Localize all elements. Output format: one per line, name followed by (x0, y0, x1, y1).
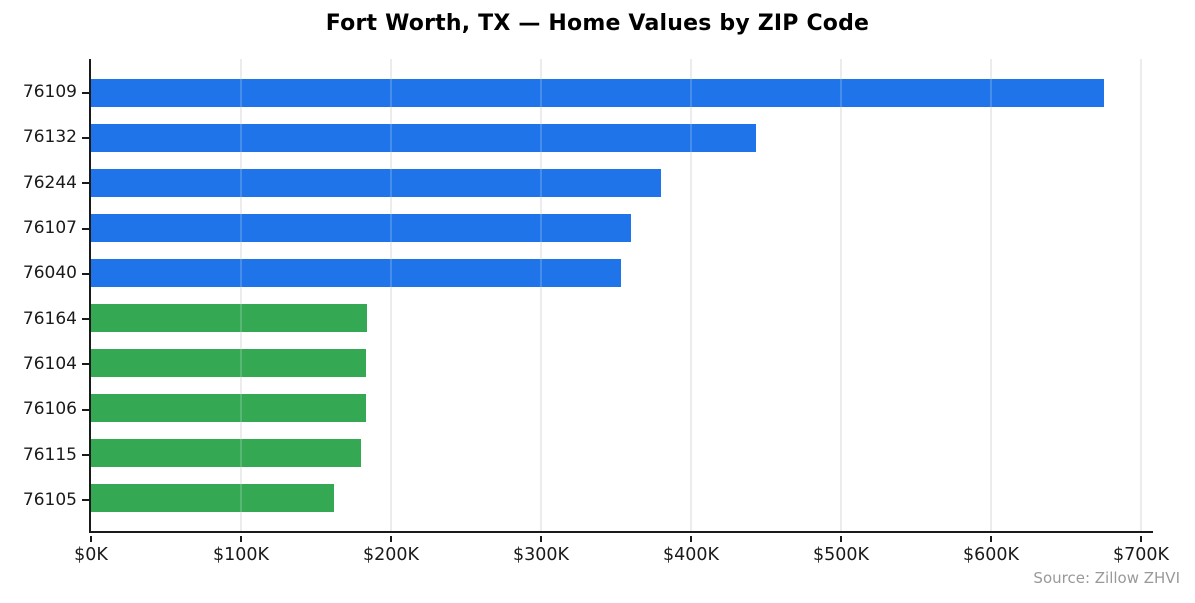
bar-76107 (91, 213, 631, 242)
ylabel-row-76132: 76132 (0, 115, 89, 160)
y-tick-mark (82, 272, 89, 275)
bar-row-76115 (91, 431, 1153, 476)
bar-row-76244 (91, 160, 1153, 205)
x-tick-label-600k: $600K (962, 545, 1020, 565)
y-tick-mark (82, 182, 89, 185)
x-tick-label-100k: $100K (212, 545, 270, 565)
gridline-300k (540, 59, 542, 531)
ylabel-76109: 76109 (22, 82, 77, 103)
x-tick-label-700k: $700K (1112, 545, 1170, 565)
ylabel-76244: 76244 (22, 172, 77, 193)
bar-series (91, 59, 1153, 531)
plot-area (89, 59, 1153, 533)
gridlines-under (91, 59, 1153, 531)
ylabel-76115: 76115 (22, 444, 77, 465)
y-tick-mark (82, 363, 89, 366)
x-tick-mark-200k (390, 536, 392, 542)
ylabel-76132: 76132 (22, 127, 77, 148)
gridline-600k (990, 59, 992, 531)
y-axis-labels: 76109 76132 76244 76107 76040 76164 76104 76106… (0, 59, 89, 533)
x-tick-mark-500k (840, 536, 842, 542)
bar-76105 (91, 484, 334, 513)
x-tick-mark-0k (90, 536, 92, 542)
ylabel-76040: 76040 (22, 263, 77, 284)
gridline-500k (840, 59, 842, 531)
ylabel-row-76164: 76164 (0, 296, 89, 341)
gridline-600k (990, 59, 992, 531)
x-tick-mark-600k (990, 536, 992, 542)
ylabel-row-76115: 76115 (0, 432, 89, 477)
y-tick-mark (82, 454, 89, 457)
y-tick-mark (82, 408, 89, 411)
y-tick-mark (82, 91, 89, 94)
ylabel-row-76107: 76107 (0, 206, 89, 251)
x-tick-mark-700k (1140, 536, 1142, 542)
gridline-300k (540, 59, 542, 531)
gridline-400k (690, 59, 692, 531)
y-tick-mark (82, 499, 89, 502)
x-tick-label-500k: $500K (812, 545, 870, 565)
bar-row-76106 (91, 386, 1153, 431)
x-tick-label-0k: $0K (74, 545, 108, 565)
chart-title: Fort Worth, TX — Home Values by ZIP Code (325, 11, 870, 36)
bar-row-76164 (91, 295, 1153, 340)
ylabel-76164: 76164 (22, 308, 77, 329)
ylabel-row-76106: 76106 (0, 387, 89, 432)
x-tick-label-400k: $400K (662, 545, 720, 565)
ylabel-76105: 76105 (22, 489, 77, 510)
ylabel-76107: 76107 (22, 218, 77, 239)
y-tick-mark (82, 227, 89, 230)
source-caption: Source: Zillow ZHVI (1033, 569, 1180, 587)
bar-76244 (91, 168, 661, 197)
x-tick-mark-400k (690, 536, 692, 542)
gridline-100k (240, 59, 242, 531)
gridline-500k (840, 59, 842, 531)
x-tick-label-300k: $300K (512, 545, 570, 565)
x-axis: $0K $100K $200K $300K $400K $500K $600K $700K (74, 535, 1169, 575)
gridline-700k (1140, 59, 1142, 531)
ylabel-76104: 76104 (22, 353, 77, 374)
ylabel-76106: 76106 (22, 399, 77, 420)
bar-row-76132 (91, 115, 1153, 160)
gridline-200k (390, 59, 392, 531)
bar-row-76109 (91, 70, 1153, 115)
bar-76040 (91, 258, 621, 287)
gridline-400k (690, 59, 692, 531)
bar-76106 (91, 394, 366, 423)
ylabel-row-76109: 76109 (0, 70, 89, 115)
bar-76132 (91, 123, 756, 152)
x-tick-mark-300k (540, 536, 542, 542)
ylabel-row-76104: 76104 (0, 342, 89, 387)
gridline-100k (240, 59, 242, 531)
x-tick-label-200k: $200K (362, 545, 420, 565)
bar-row-76104 (91, 341, 1153, 386)
ylabel-row-76244: 76244 (0, 161, 89, 206)
y-tick-mark (82, 136, 89, 139)
gridline-200k (390, 59, 392, 531)
bar-row-76105 (91, 476, 1153, 521)
ylabel-row-76105: 76105 (0, 478, 89, 523)
bar-76115 (91, 439, 361, 468)
bar-76109 (91, 78, 1104, 107)
gridlines-over (91, 59, 1153, 531)
bar-row-76107 (91, 205, 1153, 250)
bar-76104 (91, 349, 366, 378)
y-tick-mark (82, 318, 89, 321)
x-tick-mark-100k (240, 536, 242, 542)
bar-row-76040 (91, 250, 1153, 295)
gridline-700k (1140, 59, 1142, 531)
ylabel-row-76040: 76040 (0, 251, 89, 296)
bar-76164 (91, 304, 367, 333)
